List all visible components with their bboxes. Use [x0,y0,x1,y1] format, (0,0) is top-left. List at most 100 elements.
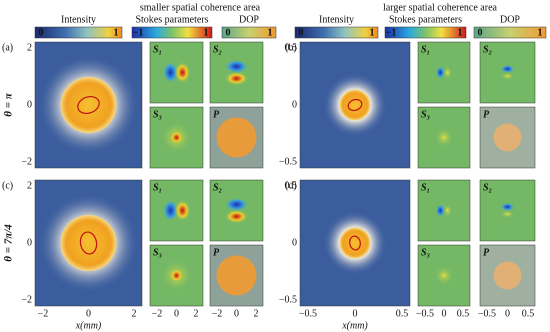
subpanel-label: S₃ [421,109,430,120]
subpanel-label: S₂ [213,182,222,193]
dop-disk [493,123,522,152]
beam-core [60,215,117,271]
subpanel-label: S₁ [421,44,430,55]
beam-core [339,227,371,259]
colorbar [221,26,277,39]
subpanel-label: S₂ [483,44,492,55]
panel-label: (b) [285,42,297,53]
x-tick-label: −2 [152,308,163,319]
panel-label: (d) [285,180,297,191]
x-tick-label: 0.5 [522,308,535,319]
x-tick-label: −2 [38,308,49,319]
y-tick-label: 0 [27,237,32,248]
blob [169,130,184,145]
x-label: x(mm) [75,320,102,331]
subpanel-label: S₃ [153,247,162,258]
subpanel-label: S₁ [421,182,430,193]
x-tick-label: 2 [254,308,259,319]
subpanel-label: P [213,109,220,120]
y-tick-label: −2 [21,156,32,167]
x-tick-label: 0.5 [457,308,470,319]
subpanel-label: S₃ [421,247,430,258]
polarization-ellipse [349,235,361,251]
colorbar-min: 0 [299,27,304,38]
x-tick-label: 2 [194,308,199,319]
y-tick-label: −2 [21,294,32,305]
beam-core [339,89,371,121]
x-tick-label: −0.5 [478,308,496,319]
x-tick-label: 0.5 [396,308,409,319]
subpanel-label: P [483,247,490,258]
subpanel-label: P [483,109,490,120]
x-tick-label: −0.5 [416,308,434,319]
x-tick-label: 2 [132,308,137,319]
colorbar-max: 1 [370,27,375,38]
colorbar-min: −1 [133,27,144,38]
row-label: θ = π [3,92,15,116]
dop-disk [216,255,257,296]
y-tick-label: −0.5 [279,156,297,167]
blob [435,203,446,218]
subpanel [149,41,204,104]
blob [500,64,515,74]
x-tick-label: 0 [442,308,447,319]
colorbar [131,26,213,39]
colorbar-min: −1 [386,27,397,38]
colorbar [473,26,547,39]
y-tick-label: 0.5 [285,180,298,191]
y-tick-label: −0.5 [279,294,297,305]
x-tick-label: 0 [234,308,239,319]
left-title: smaller spatial coherence area [140,2,261,13]
polarization-ellipse [79,231,98,255]
y-tick-label: 0 [292,99,297,110]
colorbar-label: Intensity [319,14,354,25]
subpanel-label: S₃ [153,109,162,120]
y-tick-label: 2 [27,42,32,53]
subpanel-label: S₂ [213,44,222,55]
blob [439,271,449,280]
panel-label: (c) [2,180,13,191]
polarization-ellipse [77,95,100,115]
blob [442,65,453,80]
x-tick-label: 0 [505,308,510,319]
blob [174,61,191,84]
blob [169,268,184,283]
x-label: x(mm) [341,320,368,331]
colorbar-min: 0 [478,27,483,38]
blob [442,203,453,218]
blob [435,65,446,80]
y-tick-label: 0.5 [285,42,298,53]
colorbar-label: DOP [239,14,259,25]
colorbar-max: 1 [538,27,543,38]
blob [439,133,449,142]
colorbar-label: Stokes parameters [389,14,462,25]
dop-disk [493,261,522,290]
dop-disk [216,117,257,158]
blob [500,209,515,219]
blob [500,202,515,212]
polarization-ellipse [347,98,363,112]
colorbar-max: 1 [268,27,273,38]
row-label: θ = 7π/4 [3,224,15,262]
blob [224,71,249,86]
y-tick-label: 0 [292,237,297,248]
right-title: larger spatial coherence area [383,2,497,13]
x-tick-label: 0 [174,308,179,319]
subpanel-label: S₂ [483,182,492,193]
colorbar-max: 1 [204,27,209,38]
subpanel-label: S₁ [153,182,162,193]
blob [224,209,249,224]
x-tick-label: 0 [86,308,91,319]
x-tick-label: −2 [212,308,223,319]
subpanel-label: P [213,247,220,258]
blob [174,199,191,222]
blob [500,71,515,81]
colorbar [34,26,123,39]
colorbar [384,26,467,39]
y-tick-label: 2 [27,180,32,191]
colorbar-max: 1 [114,27,119,38]
blob [224,197,249,212]
colorbar-label: Stokes parameters [135,14,208,25]
panel-label: (a) [2,42,13,53]
